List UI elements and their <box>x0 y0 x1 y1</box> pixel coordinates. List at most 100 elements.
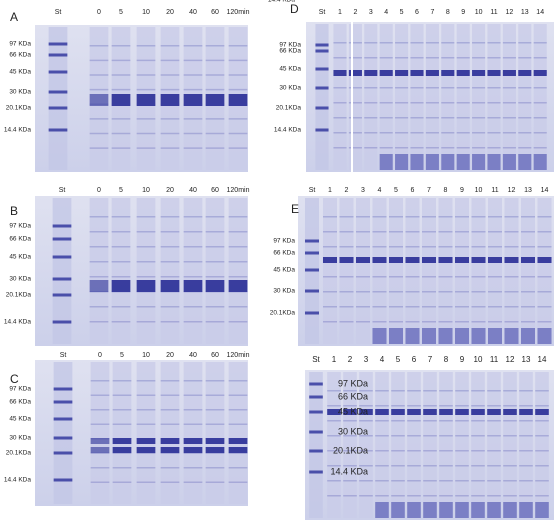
faint-band <box>454 261 470 263</box>
faint-band <box>322 216 338 218</box>
faint-band <box>183 88 203 91</box>
faint-band <box>339 321 354 323</box>
marker-band <box>304 311 320 315</box>
faint-band <box>503 405 517 407</box>
lane <box>533 24 547 170</box>
protein-band <box>535 409 549 415</box>
protein-band <box>454 257 470 263</box>
faint-band <box>410 147 424 149</box>
faint-band <box>519 390 533 392</box>
faint-band <box>537 246 552 248</box>
faint-band <box>487 390 501 392</box>
faint-band <box>472 87 486 89</box>
faint-band <box>503 420 517 422</box>
faint-band <box>503 495 517 497</box>
faint-band <box>111 231 131 233</box>
faint-band <box>391 450 405 452</box>
marker-label: 14.4 KDa <box>4 127 31 134</box>
lane <box>455 372 469 518</box>
faint-band <box>537 306 552 308</box>
lane-label: 5 <box>119 187 123 194</box>
faint-band <box>183 45 203 47</box>
lane <box>438 198 453 344</box>
faint-band <box>423 450 437 452</box>
faint-band <box>372 276 387 278</box>
faint-band <box>454 306 470 308</box>
faint-band <box>438 291 453 293</box>
faint-band <box>89 261 109 263</box>
lane-label: 10 <box>475 9 483 16</box>
lane <box>471 198 486 344</box>
faint-band <box>537 291 552 293</box>
faint-band <box>471 261 486 263</box>
faint-band <box>375 435 389 437</box>
faint-band <box>504 306 519 308</box>
protein-band <box>89 100 109 106</box>
lane <box>439 372 453 518</box>
faint-band <box>112 409 132 411</box>
protein-band <box>407 409 421 415</box>
lane <box>503 372 517 518</box>
faint-band <box>160 423 180 425</box>
lane-label: 5 <box>119 9 123 16</box>
faint-band <box>456 42 470 44</box>
faint-band <box>112 481 132 483</box>
faint-band <box>327 495 341 497</box>
faint-band <box>454 321 470 323</box>
faint-band <box>160 147 180 149</box>
lane-label: 8 <box>444 355 449 364</box>
marker-label: 66 KDa <box>9 52 31 59</box>
faint-band <box>425 42 439 44</box>
faint-band <box>112 394 132 396</box>
faint-band <box>423 405 437 407</box>
marker-band <box>304 268 320 272</box>
faint-band <box>355 321 371 323</box>
faint-band <box>183 118 203 120</box>
faint-band <box>518 42 532 44</box>
protein-band <box>504 257 519 263</box>
protein-band <box>503 409 517 415</box>
lane-label: 14 <box>536 9 544 16</box>
protein-band <box>379 70 393 76</box>
marker-label: 97 KDa <box>9 223 31 230</box>
protein-band <box>183 438 203 444</box>
faint-band <box>343 465 357 467</box>
faint-band <box>504 291 519 293</box>
faint-band <box>333 117 347 119</box>
protein-band <box>487 257 503 263</box>
lane-label: St <box>312 355 320 364</box>
faint-band <box>160 103 180 105</box>
faint-band <box>348 147 362 149</box>
lane-label: 60 <box>211 187 219 194</box>
lane <box>535 372 549 518</box>
faint-band <box>533 42 547 44</box>
faint-band <box>160 132 180 135</box>
dye-front <box>471 502 485 518</box>
lane-label: 20 <box>166 187 174 194</box>
faint-band <box>454 216 470 218</box>
faint-band <box>136 423 156 425</box>
faint-band <box>379 72 393 74</box>
faint-band <box>112 452 132 454</box>
faint-band <box>136 380 156 382</box>
faint-band <box>355 216 371 218</box>
lane <box>112 362 132 504</box>
protein-band <box>405 257 420 263</box>
marker-label: 97 KDa <box>338 378 368 388</box>
faint-band <box>228 438 248 440</box>
lane <box>355 198 371 344</box>
faint-band <box>228 132 248 135</box>
lane-label: St <box>59 187 66 194</box>
lane <box>48 27 68 170</box>
faint-band <box>388 321 404 323</box>
faint-band <box>439 465 453 467</box>
marker-label: 20.1KDa <box>6 105 32 112</box>
lane-label: 10 <box>142 187 150 194</box>
faint-band <box>421 321 437 323</box>
dye-front <box>454 328 470 344</box>
dye-front <box>520 328 536 344</box>
faint-band <box>379 42 393 44</box>
faint-band <box>405 306 420 308</box>
faint-band <box>502 42 516 44</box>
marker-band <box>52 277 72 281</box>
